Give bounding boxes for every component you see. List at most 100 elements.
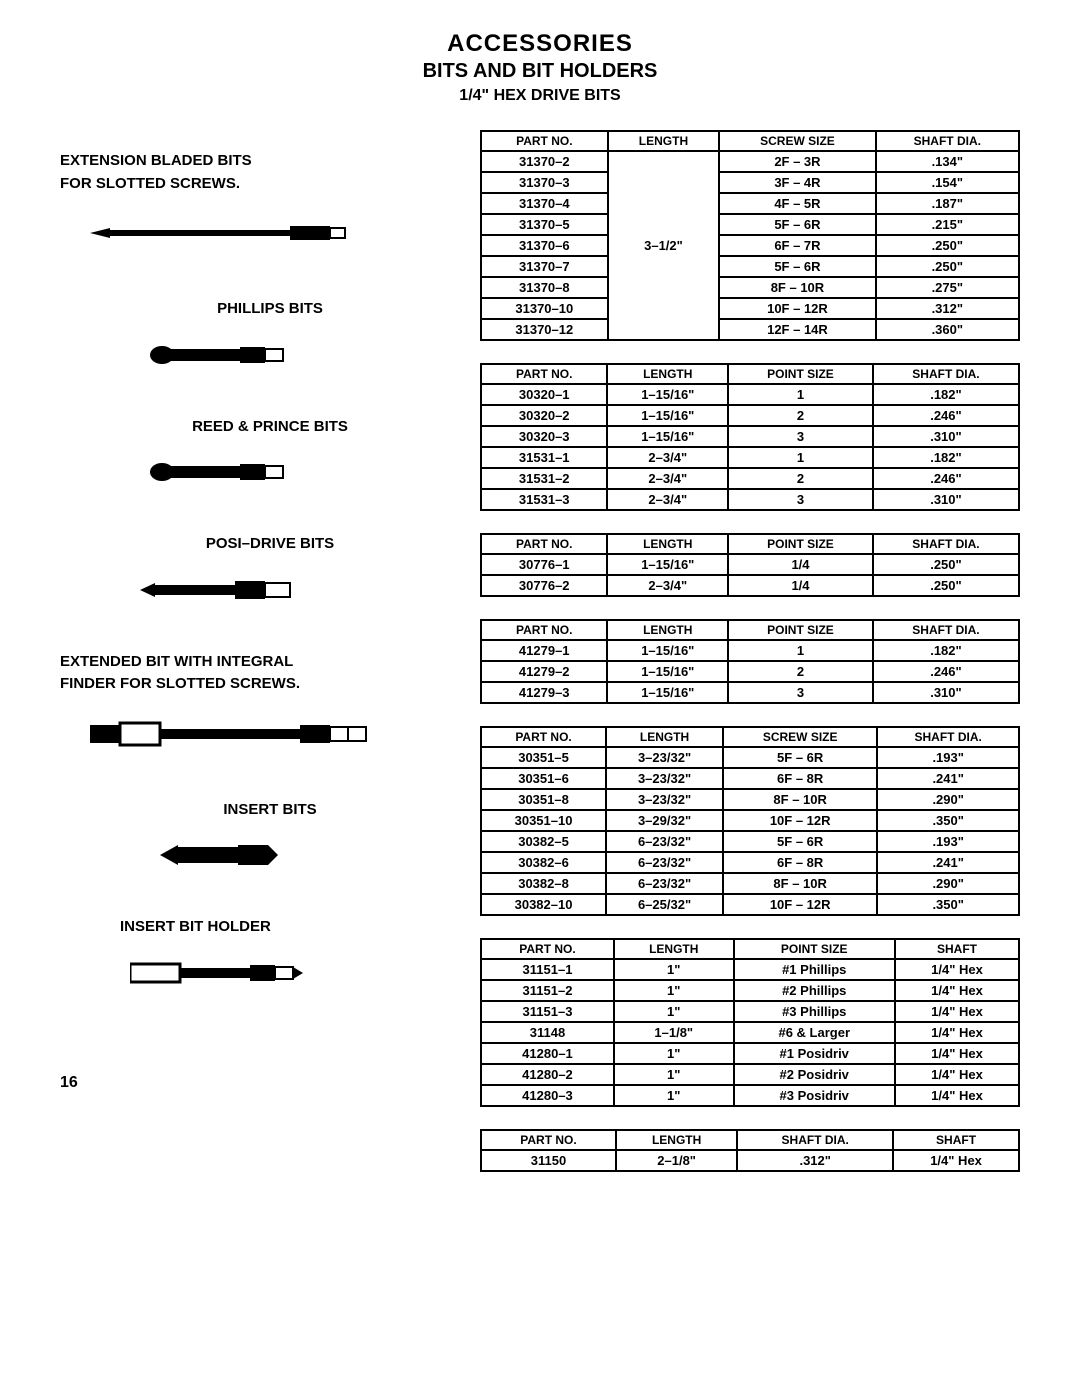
table-cell: 1–15/16"	[607, 554, 728, 575]
table-cell: 6F – 8R	[723, 768, 877, 789]
table-cell: 6–23/32"	[606, 831, 723, 852]
table-cell: #2 Phillips	[734, 980, 895, 1001]
table-cell: 10F – 12R	[723, 810, 877, 831]
table-cell: 1/4	[728, 575, 873, 596]
table-cell: .250"	[876, 235, 1019, 256]
table-row: 31531–22–3/4"2.246"	[481, 468, 1019, 489]
table-cell: 31151–3	[481, 1001, 614, 1022]
table-cell: 1	[728, 640, 873, 661]
table-cell: 1"	[614, 1001, 734, 1022]
table-cell: 8F – 10R	[723, 789, 877, 810]
table-cell: .193"	[877, 831, 1019, 852]
table-cell: 31148	[481, 1022, 614, 1043]
right-column: PART NO. LENGTH SCREW SIZE SHAFT DIA. 31370–…	[480, 130, 1020, 1194]
table-cell: 1/4" Hex	[895, 1001, 1019, 1022]
reed-prince-bit-icon	[150, 456, 290, 488]
table-cell: .310"	[873, 682, 1019, 703]
table-cell: #6 & Larger	[734, 1022, 895, 1043]
table-cell: 30351–6	[481, 768, 606, 789]
col-header: LENGTH	[616, 1130, 737, 1150]
col-header: PART NO.	[481, 620, 607, 640]
table-cell: 1"	[614, 1043, 734, 1064]
col-header: LENGTH	[606, 727, 723, 747]
table-cell: 1/4" Hex	[895, 1043, 1019, 1064]
table-cell: .275"	[876, 277, 1019, 298]
table-phillips: PART NO.LENGTHPOINT SIZESHAFT DIA.30320–…	[480, 363, 1020, 511]
col-header: POINT SIZE	[728, 364, 873, 384]
table-row: 30351–63–23/32"6F – 8R.241"	[481, 768, 1019, 789]
table-insert-holder: PART NO.LENGTHSHAFT DIA.SHAFT311502–1/8"…	[480, 1129, 1020, 1172]
table-cell: 4F – 5R	[719, 193, 875, 214]
table-row: 41279–11–15/16"1.182"	[481, 640, 1019, 661]
table-cell: .154"	[876, 172, 1019, 193]
table-cell: 3	[728, 489, 873, 510]
table-row: 30351–103–29/32"10F – 12R.350"	[481, 810, 1019, 831]
table-cell: 3	[728, 426, 873, 447]
table-row: 31370–44F – 5R.187"	[481, 193, 1019, 214]
table-row: 31531–32–3/4"3.310"	[481, 489, 1019, 510]
table-row: 30382–66–23/32"6F – 8R.241"	[481, 852, 1019, 873]
table-cell: .350"	[877, 894, 1019, 915]
table-cell: #1 Phillips	[734, 959, 895, 980]
table-cell-merged: 3–1/2"	[608, 151, 720, 340]
col-header: POINT SIZE	[728, 534, 873, 554]
col-header: PART NO.	[481, 939, 614, 959]
table-cell: 8F – 10R	[719, 277, 875, 298]
table-cell: #3 Phillips	[734, 1001, 895, 1022]
table-cell: 1–15/16"	[607, 426, 728, 447]
table-cell: .246"	[873, 405, 1019, 426]
table-cell: .290"	[877, 873, 1019, 894]
table-cell: 2–1/8"	[616, 1150, 737, 1171]
table-cell: 30382–8	[481, 873, 606, 894]
table-cell: 6F – 8R	[723, 852, 877, 873]
table-cell: 31370–10	[481, 298, 608, 319]
insert-bit-icon	[160, 839, 280, 871]
col-header: SCREW SIZE	[719, 131, 875, 151]
table-cell: .360"	[876, 319, 1019, 340]
col-header: POINT SIZE	[734, 939, 895, 959]
table-cell: 31150	[481, 1150, 616, 1171]
table-cell: 31370–12	[481, 319, 608, 340]
col-header: PART NO.	[481, 131, 608, 151]
table-row: 30320–11–15/16"1.182"	[481, 384, 1019, 405]
table-cell: 30320–3	[481, 426, 607, 447]
table-posidrive: PART NO.LENGTHPOINT SIZESHAFT DIA.41279–…	[480, 619, 1020, 704]
table-cell: 3–23/32"	[606, 789, 723, 810]
table-cell: 31531–2	[481, 468, 607, 489]
extension-bit-icon	[90, 213, 350, 253]
table-reed-prince: PART NO.LENGTHPOINT SIZESHAFT DIA.30776–…	[480, 533, 1020, 597]
left-column: EXTENSION BLADED BITS FOR SLOTTED SCREWS…	[60, 130, 440, 1194]
posidrive-bit-icon	[140, 574, 300, 606]
label-insert-holder: INSERT BIT HOLDER	[60, 916, 440, 939]
table-cell: 1	[728, 384, 873, 405]
col-header: SHAFT DIA.	[873, 620, 1019, 640]
table-cell: 1/4" Hex	[895, 1064, 1019, 1085]
table-cell: 2–3/4"	[607, 489, 728, 510]
table-cell: 5F – 6R	[723, 831, 877, 852]
table-cell: 6–25/32"	[606, 894, 723, 915]
table-extended-finder: PART NO.LENGTHSCREW SIZESHAFT DIA.30351–…	[480, 726, 1020, 916]
table-cell: 31370–7	[481, 256, 608, 277]
table-row: 41279–21–15/16"2.246"	[481, 661, 1019, 682]
table-cell: 5F – 6R	[719, 256, 875, 277]
table-cell: 10F – 12R	[723, 894, 877, 915]
table-cell: 6–23/32"	[606, 852, 723, 873]
col-header: SHAFT DIA.	[877, 727, 1019, 747]
table-cell: .182"	[873, 384, 1019, 405]
table-cell: 12F – 14R	[719, 319, 875, 340]
table-cell: .134"	[876, 151, 1019, 172]
table-cell: 2	[728, 405, 873, 426]
table-extension-bladed: PART NO.LENGTHSCREW SIZESHAFT DIA.31370–…	[480, 130, 1020, 341]
table-cell: 41280–1	[481, 1043, 614, 1064]
table-row: 31370–7 5F – 6R.250"	[481, 256, 1019, 277]
table-row: 41280–21"#2 Posidriv1/4" Hex	[481, 1064, 1019, 1085]
table-cell: 1/4" Hex	[895, 980, 1019, 1001]
table-cell: 1–15/16"	[607, 661, 728, 682]
label-insert-bits: INSERT BITS	[60, 799, 440, 822]
insert-holder-icon	[130, 957, 310, 989]
table-cell: 30776–1	[481, 554, 607, 575]
table-cell: 31370–2	[481, 151, 608, 172]
table-cell: 2	[728, 661, 873, 682]
table-cell: 1"	[614, 1064, 734, 1085]
table-cell: .250"	[876, 256, 1019, 277]
